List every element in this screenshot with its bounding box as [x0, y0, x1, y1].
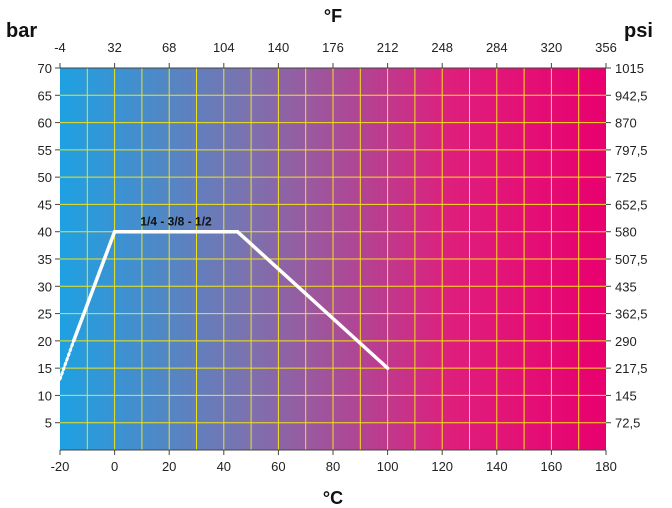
top-tick-label: 320 — [541, 40, 563, 55]
top-tick-label: 140 — [268, 40, 290, 55]
left-tick-label: 55 — [38, 143, 52, 158]
top-axis-unit: °F — [324, 6, 342, 26]
right-tick-label: 870 — [615, 116, 637, 131]
right-tick-label: 435 — [615, 279, 637, 294]
series-segment — [235, 229, 390, 370]
top-tick-label: 284 — [486, 40, 508, 55]
series-layer: 1/4 - 3/8 - 1/2 — [58, 215, 390, 381]
series-segment — [58, 339, 76, 381]
bottom-tick-label: 160 — [541, 459, 563, 474]
axes: -20 0 20 40 60 80 100 120 140 160 180 -4 32 68 104 140 1… — [38, 40, 648, 474]
right-tick-label: 1015 — [615, 61, 644, 76]
series-segment — [71, 229, 117, 343]
bottom-tick-label: 100 — [377, 459, 399, 474]
left-tick-label: 35 — [38, 252, 52, 267]
left-tick-label: 60 — [38, 116, 52, 131]
left-tick-label: 30 — [38, 279, 52, 294]
bottom-axis-unit: °C — [323, 488, 343, 508]
right-tick-label: 507,5 — [615, 252, 648, 267]
top-tick-label: 176 — [322, 40, 344, 55]
left-tick-label: 45 — [38, 197, 52, 212]
right-tick-label: 797,5 — [615, 143, 648, 158]
series-label: 1/4 - 3/8 - 1/2 — [140, 215, 212, 229]
bottom-tick-label: 60 — [271, 459, 285, 474]
right-tick-label: 580 — [615, 225, 637, 240]
left-tick-label: 65 — [38, 88, 52, 103]
right-tick-label: 217,5 — [615, 361, 648, 376]
right-tick-label: 725 — [615, 170, 637, 185]
left-tick-label: 40 — [38, 225, 52, 240]
right-tick-label: 942,5 — [615, 88, 648, 103]
bottom-tick-label: 180 — [595, 459, 617, 474]
bottom-tick-label: -20 — [51, 459, 70, 474]
right-axis-unit: psi — [624, 20, 653, 42]
right-tick-label: 290 — [615, 334, 637, 349]
bottom-tick-label: 120 — [431, 459, 453, 474]
left-tick-label: 15 — [38, 361, 52, 376]
top-tick-label: 32 — [107, 40, 121, 55]
left-axis-unit: bar — [6, 20, 37, 42]
bottom-tick-label: 140 — [486, 459, 508, 474]
left-tick-label: 50 — [38, 170, 52, 185]
bottom-tick-label: 40 — [217, 459, 231, 474]
top-tick-label: -4 — [54, 40, 66, 55]
right-tick-label: 72,5 — [615, 416, 640, 431]
left-tick-label: 25 — [38, 307, 52, 322]
right-tick-label: 362,5 — [615, 307, 648, 322]
top-tick-label: 68 — [162, 40, 176, 55]
top-tick-label: 104 — [213, 40, 235, 55]
left-tick-label: 70 — [38, 61, 52, 76]
bottom-tick-label: 0 — [111, 459, 118, 474]
grid — [60, 68, 606, 450]
left-tick-label: 20 — [38, 334, 52, 349]
right-tick-label: 145 — [615, 388, 637, 403]
bottom-tick-label: 80 — [326, 459, 340, 474]
top-tick-label: 248 — [431, 40, 453, 55]
left-tick-label: 5 — [45, 416, 52, 431]
top-tick-label: 356 — [595, 40, 617, 55]
bottom-tick-label: 20 — [162, 459, 176, 474]
right-tick-label: 652,5 — [615, 197, 648, 212]
left-tick-label: 10 — [38, 388, 52, 403]
top-tick-label: 212 — [377, 40, 399, 55]
